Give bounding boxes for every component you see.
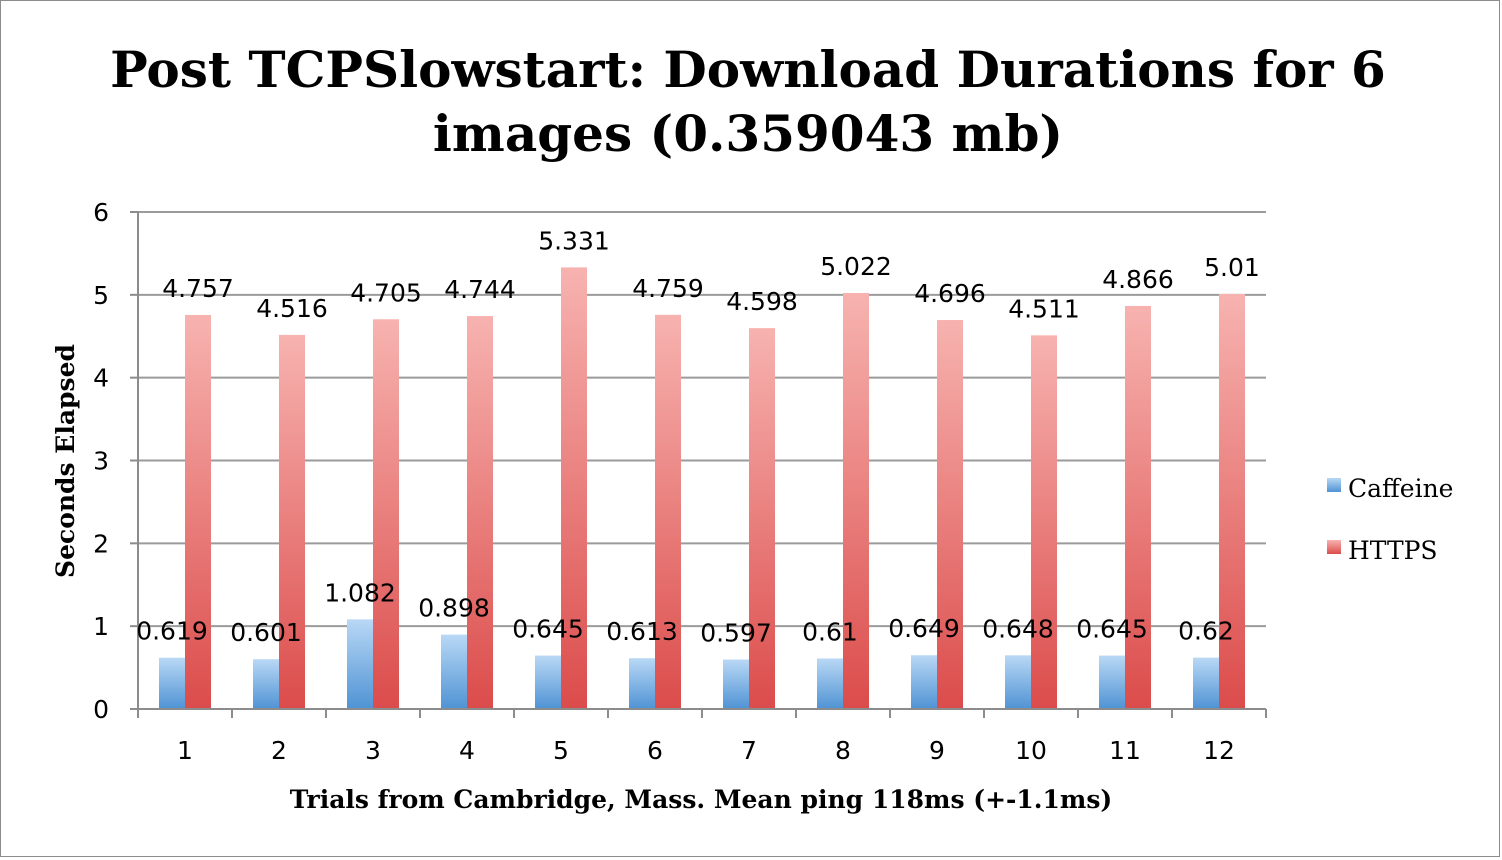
data-label-caffeine-trial-7: 0.597 [700, 619, 772, 648]
data-label-caffeine-trial-5: 0.645 [512, 615, 584, 644]
x-tick-label-6: 6 [647, 736, 663, 765]
bar-https-trial-6 [655, 314, 681, 709]
data-label-https-trial-8: 5.022 [820, 252, 892, 281]
legend-swatch-caffeine [1327, 478, 1341, 492]
y-tick-label-0: 0 [93, 695, 109, 724]
data-label-https-trial-2: 4.516 [256, 294, 328, 323]
data-label-https-trial-4: 4.744 [444, 275, 516, 304]
data-label-https-trial-1: 4.757 [162, 274, 234, 303]
bar-caffeine-trial-12 [1193, 657, 1219, 709]
bar-https-trial-4 [467, 316, 493, 709]
x-tick-label-5: 5 [553, 736, 569, 765]
data-label-caffeine-trial-11: 0.645 [1076, 615, 1148, 644]
x-tick-label-12: 12 [1203, 736, 1235, 765]
data-labels: 0.619 0.601 1.082 0.898 0.645 0.613 0.597 0.61 0… [136, 226, 1260, 647]
bar-https-trial-9 [937, 320, 963, 709]
y-tick-label-4: 4 [93, 364, 109, 393]
bar-caffeine-trial-2 [253, 659, 279, 709]
x-axis-title: Trials from Cambridge, Mass. Mean ping 1… [290, 785, 1113, 814]
bars [159, 267, 1245, 709]
bar-https-trial-12 [1219, 294, 1245, 709]
x-tick-label-3: 3 [365, 736, 381, 765]
x-axis-ticks: 1 2 3 4 5 6 7 8 9 10 11 12 [137, 709, 1267, 765]
data-label-https-trial-11: 4.866 [1102, 265, 1174, 294]
bar-caffeine-trial-9 [911, 655, 937, 709]
y-tick-label-1: 1 [93, 612, 109, 641]
y-tick-label-5: 5 [93, 281, 109, 310]
x-tick-label-8: 8 [835, 736, 851, 765]
chart-title-line-1: Post TCPSlowstart: Download Durations fo… [110, 40, 1386, 99]
bar-caffeine-trial-11 [1099, 655, 1125, 709]
x-tick-label-7: 7 [741, 736, 757, 765]
x-tick-label-1: 1 [177, 736, 193, 765]
legend-label-https: HTTPS [1348, 536, 1438, 565]
data-label-https-trial-6: 4.759 [632, 274, 704, 303]
data-label-https-trial-12: 5.01 [1204, 253, 1260, 282]
data-label-caffeine-trial-8: 0.61 [802, 617, 858, 646]
bar-https-trial-10 [1031, 335, 1057, 709]
data-label-caffeine-trial-6: 0.613 [606, 617, 678, 646]
bar-https-trial-1 [185, 314, 211, 709]
x-tick-label-4: 4 [459, 736, 475, 765]
data-label-caffeine-trial-1: 0.619 [136, 617, 208, 646]
x-tick-label-10: 10 [1015, 736, 1047, 765]
gridlines [138, 211, 1266, 628]
y-tick-label-6: 6 [93, 198, 109, 227]
data-label-https-trial-7: 4.598 [726, 287, 798, 316]
bar-https-trial-8 [843, 293, 869, 709]
bar-https-trial-2 [279, 334, 305, 709]
y-tick-label-2: 2 [93, 529, 109, 558]
bar-caffeine-trial-10 [1005, 655, 1031, 709]
data-label-https-trial-3: 4.705 [350, 278, 422, 307]
bar-https-trial-11 [1125, 305, 1151, 709]
bar-https-trial-3 [373, 319, 399, 709]
legend-swatch-https [1327, 540, 1341, 554]
data-label-caffeine-trial-10: 0.648 [982, 614, 1054, 643]
x-tick-label-9: 9 [929, 736, 945, 765]
data-label-caffeine-trial-12: 0.62 [1178, 617, 1234, 646]
legend-label-caffeine: Caffeine [1348, 474, 1453, 503]
data-label-caffeine-trial-3: 1.082 [324, 578, 396, 607]
bar-caffeine-trial-5 [535, 655, 561, 709]
y-tick-label-3: 3 [93, 447, 109, 476]
y-axis-title: Seconds Elapsed [51, 344, 80, 578]
x-tick-label-2: 2 [271, 736, 287, 765]
x-tick-label-11: 11 [1109, 736, 1141, 765]
legend: Caffeine HTTPS [1327, 474, 1453, 565]
bar-caffeine-trial-1 [159, 657, 185, 709]
data-label-https-trial-10: 4.511 [1008, 294, 1080, 323]
data-label-https-trial-5: 5.331 [538, 226, 610, 255]
bar-caffeine-trial-4 [441, 634, 467, 709]
chart-title-line-2: images (0.359043 mb) [433, 104, 1063, 163]
bar-caffeine-trial-6 [629, 658, 655, 709]
bar-caffeine-trial-8 [817, 658, 843, 709]
data-label-caffeine-trial-4: 0.898 [418, 594, 490, 623]
y-axis-ticks: 0 1 2 3 4 5 6 [93, 198, 138, 724]
bar-caffeine-trial-7 [723, 659, 749, 709]
data-label-caffeine-trial-2: 0.601 [230, 618, 302, 647]
bar-https-trial-5 [561, 267, 587, 709]
data-label-https-trial-9: 4.696 [914, 279, 986, 308]
bar-caffeine-trial-3 [347, 619, 373, 709]
data-label-caffeine-trial-9: 0.649 [888, 614, 960, 643]
bar-https-trial-7 [749, 328, 775, 709]
